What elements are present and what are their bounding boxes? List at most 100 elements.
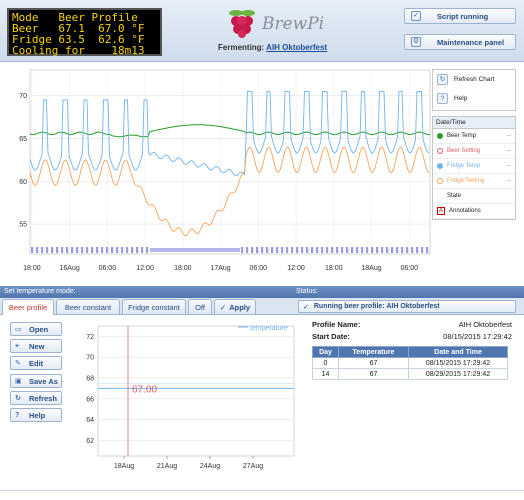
- state-bar: [281, 247, 284, 253]
- fridge-temp-dot-icon: [437, 163, 443, 169]
- x-tick-label: 18Aug: [361, 265, 381, 272]
- state-bar: [411, 247, 414, 253]
- y-tick-label: 68: [86, 376, 94, 383]
- legend-item-beer-setting[interactable]: Beer Setting --: [433, 144, 515, 159]
- refresh-profile-button[interactable]: ↻ Refresh: [10, 391, 62, 405]
- help-label: Help: [29, 410, 46, 420]
- cell-temperature[interactable]: 67: [338, 368, 409, 380]
- legend-item-fridge-setting[interactable]: Fridge Setting --: [433, 174, 515, 189]
- x-tick-label: 17Aug: [210, 265, 230, 272]
- y-tick-label: 65: [19, 136, 27, 143]
- legend-item-beer-temp[interactable]: Beer Temp --: [433, 129, 515, 144]
- state-bar: [116, 247, 119, 253]
- legend-value: --: [507, 163, 511, 169]
- state-bar: [246, 247, 249, 253]
- status-button[interactable]: ✓ Running beer profile: AIH Oktoberfest: [298, 300, 516, 313]
- x-tick-label: 18:00: [325, 265, 343, 272]
- state-bar: [241, 247, 244, 253]
- state-bar: [366, 247, 369, 253]
- state-bars: [31, 247, 429, 253]
- cell-date[interactable]: 08/29/2015 17:29:42: [408, 368, 508, 380]
- state-bar: [381, 247, 384, 253]
- script-running-button[interactable]: ✓ Script running: [404, 8, 516, 24]
- fridge-temp-line: [29, 90, 430, 177]
- state-bar: [41, 247, 44, 253]
- profile-help-button[interactable]: ? Help: [10, 408, 62, 422]
- legend-item-annotations[interactable]: A Annotations: [433, 204, 515, 219]
- legend-label: Fridge Setting: [447, 178, 485, 184]
- legend-item-state[interactable]: State: [433, 189, 515, 204]
- chart-help-button[interactable]: ? Help: [433, 89, 515, 108]
- state-bar: [406, 247, 409, 253]
- y-tick-label: 72: [86, 334, 94, 341]
- x-tick-label: 06:00: [250, 265, 268, 272]
- legend-label: Fridge Temp: [447, 163, 481, 169]
- state-bar: [301, 247, 304, 253]
- value-label: 67.00: [132, 384, 157, 395]
- profile-info: Profile Name: AIH Oktoberfest Start Date:…: [312, 320, 512, 344]
- state-bar: [251, 247, 254, 253]
- pencil-icon: ✎: [15, 360, 21, 367]
- save-as-button[interactable]: ▣ Save As: [10, 374, 62, 388]
- tab-beer-constant[interactable]: Beer constant: [56, 299, 120, 314]
- profile-name-row: Profile Name: AIH Oktoberfest: [312, 320, 512, 332]
- y-tick-label: 62: [86, 438, 94, 445]
- cell-date[interactable]: 08/15/2015 17:29:42: [408, 357, 508, 369]
- state-bar: [126, 247, 129, 253]
- tab-off[interactable]: Off: [188, 299, 212, 314]
- new-profile-button[interactable]: + New: [10, 339, 62, 353]
- state-bar: [146, 247, 149, 253]
- state-bar: [76, 247, 79, 253]
- cell-temperature[interactable]: 67: [338, 357, 409, 369]
- refresh-label: Refresh: [29, 393, 57, 403]
- check-icon: ✓: [303, 303, 309, 311]
- beer-name-link[interactable]: AIH Oktoberfest: [266, 43, 328, 52]
- state-bar: [51, 247, 54, 253]
- maintenance-panel-button[interactable]: ⚙ Maintenance panel: [404, 34, 516, 50]
- help-icon: ?: [15, 411, 20, 419]
- refresh-chart-button[interactable]: ↻ Refresh Chart: [433, 70, 515, 89]
- apply-label: Apply: [229, 302, 251, 312]
- open-profile-button[interactable]: ▭ Open: [10, 322, 62, 336]
- state-bar: [276, 247, 279, 253]
- col-day: Day: [312, 346, 339, 358]
- legend-label: Beer Temp: [447, 133, 476, 139]
- plot-area: [97, 325, 295, 457]
- state-bar: [376, 247, 379, 253]
- plus-icon: +: [15, 342, 20, 350]
- table-row[interactable]: 14 67 08/29/2015 17:29:42: [312, 368, 508, 380]
- legend-header: Date/Time: [433, 117, 515, 129]
- edit-profile-button[interactable]: ✎ Edit: [10, 356, 62, 370]
- temperature-chart[interactable]: 55 60 65 70 18:00 16Aug 06:00 12:00 18:00 17Aug 06…: [0, 66, 524, 282]
- tab-fridge-constant[interactable]: Fridge constant: [122, 299, 186, 314]
- x-tick-label: 18:00: [174, 265, 192, 272]
- legend-item-fridge-temp[interactable]: Fridge Temp --: [433, 159, 515, 174]
- lcd-line: Cooling for 18m13: [12, 44, 145, 57]
- folder-icon: ▭: [15, 326, 22, 333]
- state-bar: [331, 247, 334, 253]
- fridge-setting-dot-icon: [437, 178, 443, 184]
- cell-day[interactable]: 0: [312, 357, 339, 369]
- state-bar: [121, 247, 124, 253]
- open-label: Open: [29, 324, 49, 334]
- tab-beer-profile[interactable]: Beer profile: [2, 299, 54, 315]
- state-bar: [131, 247, 134, 253]
- state-bar: [66, 247, 69, 253]
- table-row[interactable]: 0 67 08/15/2015 17:29:42: [312, 357, 508, 369]
- x-tick-label: 06:00: [400, 265, 418, 272]
- apply-button[interactable]: ✓ Apply: [214, 299, 256, 314]
- state-bar: [321, 247, 324, 253]
- profile-chart[interactable]: 62 64 66 68 70 72 18Aug 21Aug 24Aug 27Aug 67.00 te…: [76, 318, 298, 478]
- check-icon: ✓: [411, 11, 421, 21]
- cell-day[interactable]: 14: [312, 368, 339, 380]
- state-bar: [111, 247, 114, 253]
- state-bar: [106, 247, 109, 253]
- lcd-line: Fridge 63.5 62.6 °F: [12, 33, 145, 46]
- state-bar: [266, 247, 269, 253]
- chart-help-label: Help: [454, 95, 468, 102]
- state-bar: [391, 247, 394, 253]
- status-panel-title: Status:: [292, 286, 524, 298]
- state-bar: [101, 247, 104, 253]
- lcd-line: Mode Beer Profile: [12, 11, 138, 24]
- status-text: Running beer profile: AIH Oktoberfest: [313, 303, 440, 310]
